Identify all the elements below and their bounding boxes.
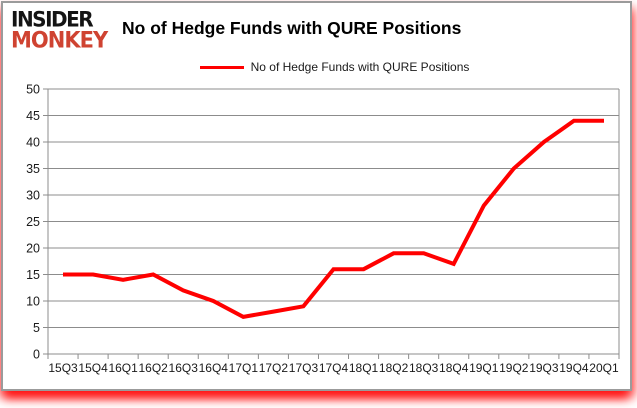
y-tick-label: 35: [26, 162, 40, 176]
legend: No of Hedge Funds with QURE Positions: [49, 59, 620, 75]
y-tick-label: 30: [26, 189, 40, 203]
y-tick-label: 20: [26, 242, 40, 256]
x-tick-label: 19Q3: [529, 361, 559, 375]
chart-card: INSIDER MONKEY No of Hedge Funds with QU…: [1, 1, 632, 391]
y-tick-label: 0: [33, 348, 40, 362]
y-tick-label: 10: [26, 295, 40, 309]
x-tick-label: 18Q2: [379, 361, 409, 375]
legend-line-swatch: [199, 65, 244, 69]
y-tick-label: 40: [26, 136, 40, 150]
chart-line: [63, 118, 604, 319]
x-tick-label: 18Q3: [409, 361, 439, 375]
x-tick-label: 16Q4: [199, 361, 229, 375]
x-tick-label: 18Q1: [349, 361, 379, 375]
x-tick-label: 17Q2: [259, 361, 289, 375]
insider-monkey-logo: INSIDER MONKEY: [11, 6, 108, 53]
x-tick-label: 16Q1: [108, 361, 138, 375]
page-title: No of Hedge Funds with QURE Positions: [122, 18, 462, 38]
y-tick-label: 45: [26, 109, 40, 123]
x-tick-label: 20Q1: [589, 361, 619, 375]
legend-label: No of Hedge Funds with QURE Positions: [250, 60, 470, 74]
x-tick-label: 15Q4: [78, 361, 108, 375]
x-tick-label: 18Q4: [439, 361, 469, 375]
x-tick-label: 17Q4: [319, 361, 349, 375]
x-tick-label: 15Q3: [48, 361, 78, 375]
x-tick-label: 16Q3: [169, 361, 199, 375]
x-tick-label: 17Q1: [229, 361, 259, 375]
x-tick-label: 19Q2: [499, 361, 529, 375]
x-tick-label: 19Q1: [469, 361, 499, 375]
y-tick-label: 25: [26, 215, 40, 229]
y-tick-label: 5: [33, 321, 40, 335]
y-tick-label: 15: [26, 268, 40, 282]
x-tick-label: 16Q2: [139, 361, 169, 375]
y-tick-label: 50: [26, 83, 40, 97]
x-tick-label: 19Q4: [559, 361, 589, 375]
line-chart: 0 5 10 15 20 25 30 35 40 45 50 15Q3 15Q4 16Q1 16Q2 16Q3…: [26, 83, 620, 375]
logo-insider: INSIDER: [11, 6, 94, 32]
x-tick-label: 17Q3: [289, 361, 319, 375]
logo-monkey: MONKEY: [11, 27, 108, 53]
